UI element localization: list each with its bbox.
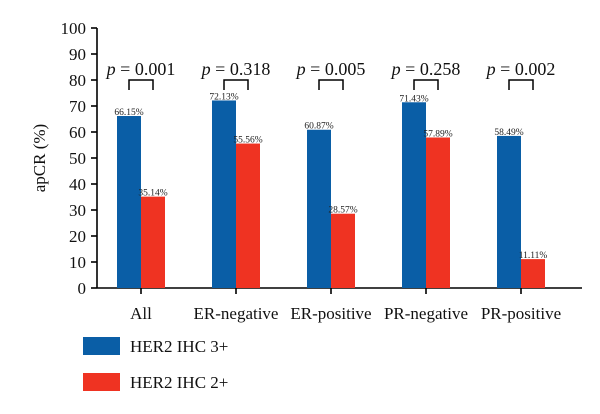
bar-value-label: 60.87% [304,122,333,132]
bar-value-label: 35.14% [138,189,167,199]
bar-ihc2-er-positive [331,213,355,288]
y-axis-label: apCR (%) [30,124,49,192]
bar-ihc3-er-positive [307,129,331,288]
bar-value-label: 28.57% [328,206,357,216]
x-tick-label: PR-negative [384,304,468,323]
y-tick-label: 0 [78,279,87,298]
bar-value-label: 71.43% [399,94,428,104]
legend-label: HER2 IHC 2+ [130,373,228,392]
chart-axes: 0 10 20 30 40 50 60 70 80 90 100 All ER-negative ER-p… [30,19,582,323]
x-tick-label: ER-negative [194,304,279,323]
bar-value-label: 55.56% [233,136,262,146]
legend-label: HER2 IHC 3+ [130,337,228,356]
y-tick-label: 50 [69,149,86,168]
significance-bracket [318,79,344,90]
y-tick-label: 80 [69,71,86,90]
bar-value-label: 58.49% [494,128,523,138]
legend-swatch [83,337,120,355]
p-value-label: p = 0.001 [105,59,176,79]
y-tick-label: 30 [69,201,86,220]
bar-ihc2-er-negative [236,143,260,288]
bar-ihc3-pr-positive [497,135,521,288]
bar-value-label: 72.13% [209,92,238,102]
chart-legend: HER2 IHC 3+ HER2 IHC 2+ [83,337,228,392]
bar-ihc3-er-negative [212,100,236,288]
bar-value-label: 57.89% [423,129,452,139]
y-tick-label: 20 [69,227,86,246]
significance-bracket [508,79,534,90]
bar-ihc3-all [117,116,141,288]
significance-bracket [128,79,154,90]
bar-ihc3-pr-negative [402,102,426,288]
bar-value-label: 11.11% [519,251,548,261]
bar-ihc2-pr-positive [521,259,545,288]
x-tick-label: PR-positive [481,304,561,323]
y-tick-label: 40 [69,175,86,194]
bar-value-label: 66.15% [114,108,143,118]
significance-bracket [413,79,439,90]
y-tick-label: 70 [69,97,86,116]
p-value-label: p = 0.005 [295,59,366,79]
p-value-label: p = 0.002 [485,59,556,79]
legend-swatch [83,373,120,391]
bar-ihc2-pr-negative [426,137,450,288]
p-value-label: p = 0.258 [390,59,461,79]
y-tick-label: 90 [69,45,86,64]
bar-ihc2-all [141,196,165,288]
y-tick-label: 60 [69,123,86,142]
y-tick-label: 10 [69,253,86,272]
chart-annotations: p = 0.001 p = 0.318 p = 0.005 p = 0.258 p = … [105,59,556,90]
significance-bracket [223,79,249,90]
y-tick-label: 100 [61,19,87,38]
x-tick-label: ER-positive [290,304,371,323]
x-tick-label: All [130,304,152,323]
chart-bars: 66.15% 72.13% 60.87% 71.43% 58.49% 35.14% 55.5… [114,92,547,288]
p-value-label: p = 0.318 [200,59,271,79]
